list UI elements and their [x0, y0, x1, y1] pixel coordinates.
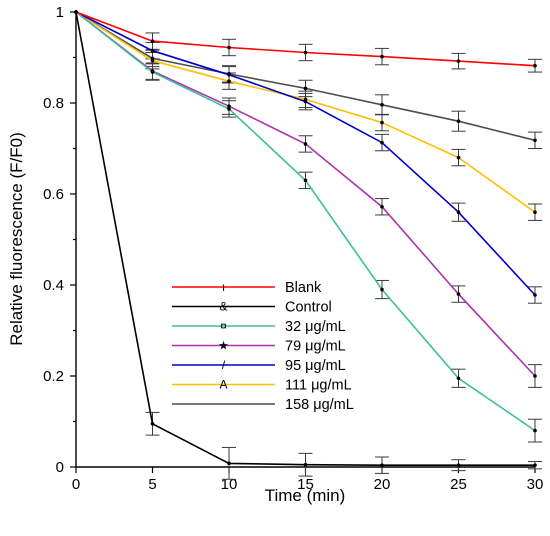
data-point	[227, 79, 231, 83]
legend-marker: ★	[218, 339, 229, 353]
data-point	[380, 140, 384, 145]
x-tick-label: 15	[297, 476, 314, 493]
legend-label: Control	[285, 300, 332, 316]
x-tick-label: 0	[72, 476, 80, 493]
data-point	[533, 428, 537, 433]
data-point	[380, 54, 384, 59]
tick-labels: 0 5 10 15 20 25 30 0 0.2 0.4 0.6 0.8 1	[43, 4, 543, 493]
legend: ı Blank & Control ¤ 32 μg/mL ★ 79 μg/mL / 95 μg/m…	[172, 280, 354, 413]
data-point	[150, 70, 155, 74]
data-point	[303, 178, 308, 183]
data-point	[380, 287, 384, 292]
x-axis-label: Time (min)	[265, 486, 346, 505]
data-point	[150, 58, 155, 63]
y-tick-label: 1	[56, 4, 64, 21]
x-tick-label: 30	[527, 476, 544, 493]
data-point	[533, 374, 537, 378]
data-point	[533, 63, 537, 68]
data-point	[533, 210, 537, 214]
legend-label: Blank	[285, 280, 322, 296]
data-point	[456, 292, 461, 296]
y-tick-label: 0.2	[43, 368, 64, 385]
data-point	[456, 210, 461, 214]
legend-marker: ı	[222, 280, 225, 294]
data-point	[303, 462, 308, 467]
data-point	[303, 99, 308, 104]
legend-marker: /	[222, 358, 226, 372]
x-tick-label: 10	[221, 476, 238, 493]
y-tick-label: 0	[56, 459, 64, 476]
data-point	[456, 59, 461, 63]
data-points	[74, 10, 537, 467]
data-point	[227, 72, 231, 77]
data-point	[380, 103, 384, 107]
data-point	[303, 142, 308, 146]
legend-label: 95 μg/mL	[285, 358, 346, 374]
data-point	[74, 10, 78, 14]
legend-label: 111 μg/mL	[285, 378, 352, 394]
legend-label: 79 μg/mL	[285, 339, 346, 355]
data-point	[533, 138, 537, 143]
data-point	[227, 104, 231, 108]
data-point	[303, 50, 308, 55]
data-point	[303, 86, 308, 91]
data-point	[150, 421, 155, 426]
data-point	[456, 119, 461, 123]
legend-marker: A	[219, 378, 227, 392]
x-tick-label: 20	[374, 476, 391, 493]
x-tick-label: 25	[450, 476, 467, 493]
data-point	[150, 39, 155, 43]
data-point	[456, 463, 461, 467]
legend-marker: ¤	[220, 319, 227, 333]
data-point	[380, 120, 384, 125]
legend-label: 32 μg/mL	[285, 319, 346, 335]
legend-marker: &	[219, 300, 227, 314]
data-point	[227, 45, 231, 50]
data-point	[456, 376, 461, 381]
data-point	[227, 461, 231, 466]
x-tick-label: 5	[148, 476, 156, 493]
series-line-6	[75, 11, 536, 142]
data-point	[380, 204, 384, 209]
data-point	[456, 155, 461, 160]
data-point	[150, 48, 155, 53]
y-axis-label: Relative fluorescence (F/F0)	[7, 132, 26, 346]
y-tick-label: 0.4	[43, 277, 64, 294]
data-point	[533, 463, 537, 467]
y-tick-label: 0.8	[43, 95, 64, 112]
y-tick-label: 0.6	[43, 186, 64, 203]
data-point	[533, 293, 537, 297]
data-point	[380, 463, 384, 467]
data-point	[227, 107, 231, 111]
legend-label: 158 μg/mL	[285, 397, 354, 413]
